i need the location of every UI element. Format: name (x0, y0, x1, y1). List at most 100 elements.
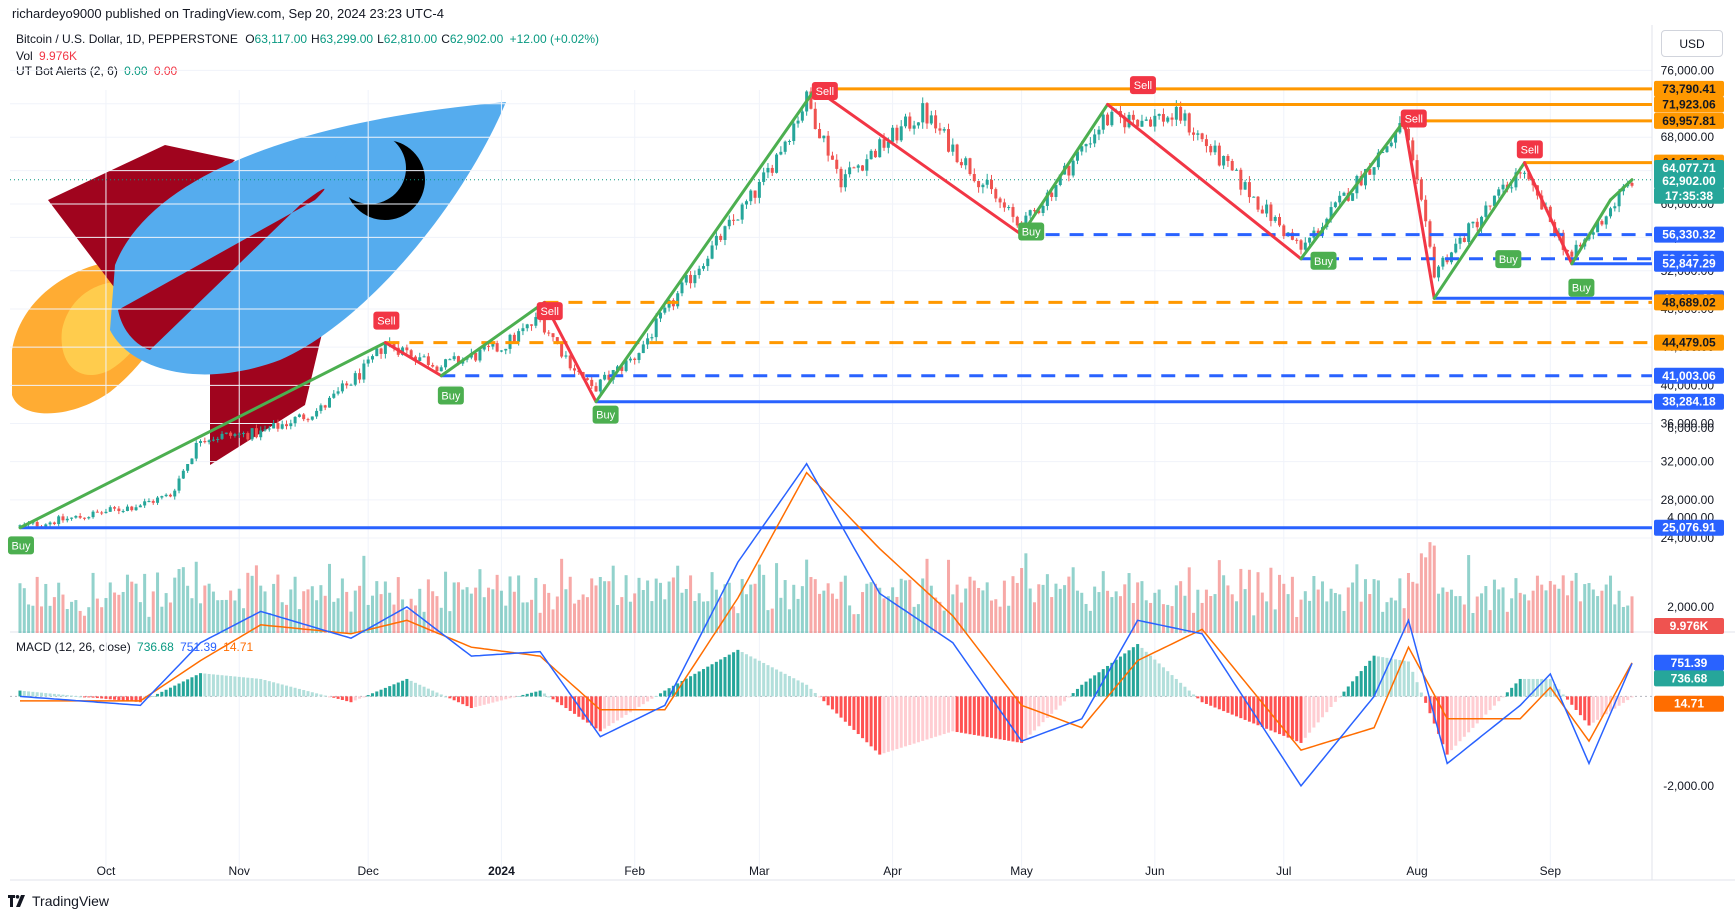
macd-histogram-bar (1303, 696, 1307, 738)
macd-histogram-bar (388, 686, 392, 697)
macd-histogram-bar (1213, 696, 1217, 708)
volume-bar (418, 588, 422, 633)
volume-bar (211, 591, 215, 633)
candle-body (1196, 133, 1200, 135)
macd-histogram-bar (1475, 696, 1479, 724)
macd-histogram-bar (542, 693, 546, 697)
candle-body (35, 522, 39, 527)
volume-bar (1316, 589, 1320, 633)
macd-histogram-bar (680, 681, 684, 697)
price-change: +12.00 (+0.02%) (509, 32, 599, 46)
macd-histogram-bar (658, 693, 662, 697)
candle-body (1058, 174, 1062, 186)
macd-histogram-bar (1471, 696, 1475, 728)
signal-badge (1018, 222, 1045, 241)
macd-histogram-bar (671, 685, 675, 697)
price-axis-tick: 28,000.00 (1661, 493, 1715, 507)
macd-histogram-bar (1114, 659, 1118, 697)
candle-body (1484, 205, 1488, 217)
utbot-legend[interactable]: UT Bot Alerts (2, 6) 0.00 0.00 (16, 64, 177, 78)
volume-bar (1510, 598, 1514, 633)
ohlc-value: 62,810.00 (383, 32, 438, 46)
candle-body (1527, 172, 1531, 180)
macd-histogram-bar (1024, 696, 1028, 739)
macd-histogram-bar (1617, 696, 1621, 706)
macd-histogram-bar (1067, 696, 1071, 698)
macd-histogram-bar (624, 696, 628, 716)
candle-body (297, 414, 301, 417)
ohlc-o: O63,117.00 (245, 32, 307, 46)
candle-body (839, 168, 843, 188)
candle-body (654, 318, 658, 338)
volume-bar (276, 574, 280, 633)
volume-bar (375, 581, 379, 633)
candle-body (697, 268, 701, 276)
candle-body (1295, 239, 1299, 241)
volume-bar (1308, 600, 1312, 633)
macd-histogram-bar (1501, 696, 1505, 698)
macd-histogram-bar (1217, 696, 1221, 710)
candle-body (1282, 225, 1286, 237)
candle-body (641, 344, 645, 354)
macd-histogram-bar (968, 696, 972, 735)
tradingview-logo[interactable]: TradingView (8, 893, 109, 909)
volume-bar (1406, 572, 1410, 633)
macd-histogram-bar (396, 682, 400, 697)
candle-body (1617, 191, 1621, 207)
price-tag-text: 73,790.41 (1662, 82, 1716, 96)
macd-histogram-bar (1385, 657, 1389, 697)
candle-body (1200, 133, 1204, 140)
volume-bar (590, 578, 594, 633)
macd-histogram-bar (1028, 696, 1032, 735)
macd-histogram-bar (951, 696, 955, 732)
signal-label: Sell (1134, 80, 1152, 92)
signal-label: Sell (1521, 144, 1539, 156)
volume-bar (1372, 579, 1376, 633)
macd-histogram-bar (912, 696, 916, 744)
macd-histogram-bar (646, 696, 650, 702)
rocket-window-rim (334, 132, 406, 204)
macd-histogram-bar (1097, 672, 1101, 697)
candle-body (95, 511, 99, 513)
candle-body (1045, 192, 1049, 206)
macd-legend[interactable]: MACD (12, 26, close) 736.68 751.39 14.71 (16, 640, 253, 654)
macd-histogram-bar (809, 688, 813, 697)
macd-histogram-bar (160, 691, 164, 697)
price-tag-box (1654, 96, 1724, 113)
candle-body (199, 441, 203, 443)
volume-bar (680, 592, 684, 633)
volume-bar (1527, 600, 1531, 633)
candle-body (1002, 202, 1006, 208)
macd-histogram-bar (955, 696, 959, 733)
macd-histogram-bar (891, 696, 895, 751)
candle-body (1609, 208, 1613, 217)
signal-badge (7, 536, 34, 555)
macd-histogram-bar (843, 696, 847, 722)
volume-bar (1355, 564, 1359, 633)
volume-bar (1389, 597, 1393, 633)
volume-bar (1553, 584, 1557, 633)
macd-histogram-bar (1058, 696, 1062, 706)
volume-bar (39, 606, 43, 633)
currency-unit-button[interactable]: USD (1661, 30, 1723, 57)
candle-body (91, 511, 95, 518)
zigzag-down-segment (383, 341, 443, 378)
volume-bar (538, 612, 542, 633)
volume-bar (598, 576, 602, 633)
volume-bar (422, 611, 426, 633)
candle-body (1080, 146, 1084, 152)
volume-bar (134, 583, 138, 633)
macd-histogram-bar (1583, 696, 1587, 721)
macd-histogram-bar (1342, 691, 1346, 697)
candle-body (1492, 195, 1496, 206)
candle-body (168, 494, 172, 497)
macd-histogram-bar (1226, 696, 1230, 713)
macd-axis-tick: -2,000.00 (1663, 779, 1714, 793)
volume-bar (770, 608, 774, 633)
candle-body (1518, 172, 1522, 174)
volume-bar (1402, 608, 1406, 633)
volume-bar (1161, 604, 1165, 633)
macd-histogram-bar (1368, 660, 1372, 697)
signal-badge (592, 405, 619, 424)
